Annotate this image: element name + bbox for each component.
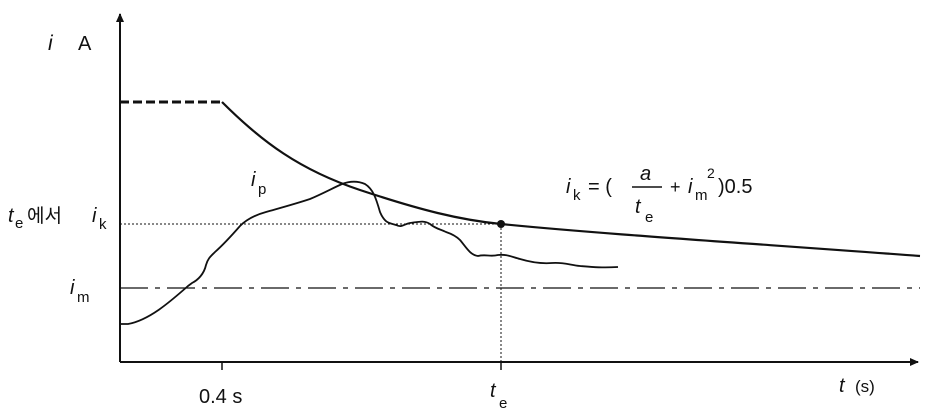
formula-lhs-sub: k [573,187,581,204]
formula-equals-paren: = ( [588,176,612,198]
formula-im-sub: m [695,187,708,204]
x-tick-label-0.4s: 0.4 s [199,386,242,408]
te-prefix-var: t [8,205,15,227]
formula-plus: + [670,177,681,197]
x-tick-label-te-sub: e [499,395,507,412]
ik-axis-label-var: i [92,205,97,227]
ik-curve [221,101,921,258]
x-axis-var: t [839,375,846,397]
im-label-var: i [70,277,75,299]
ip-label-var: i [251,169,256,191]
x-tick-label-te-var: t [490,380,497,402]
ik-formula: i k = ( a t e + i m 2 )0.5 [566,163,752,226]
formula-im-sup: 2 [707,165,715,181]
ip-curve [120,180,619,325]
formula-close-exp: )0.5 [718,176,752,198]
y-axis-var: i [48,32,54,55]
te-prefix-text: 에서 [27,205,62,227]
x-axis-unit: (s) [855,377,875,396]
formula-denominator-sub: e [645,209,653,226]
formula-lhs-var: i [566,176,571,198]
te-prefix-sub: e [15,215,23,232]
ip-label-sub: p [258,181,266,198]
formula-numerator: a [640,163,651,185]
formula-denominator-var: t [635,196,642,218]
ik-axis-label-sub: k [99,216,107,233]
formula-im-var: i [688,176,693,198]
im-label-sub: m [77,289,90,306]
intersection-point [497,220,505,228]
y-axis-unit: A [78,33,92,55]
